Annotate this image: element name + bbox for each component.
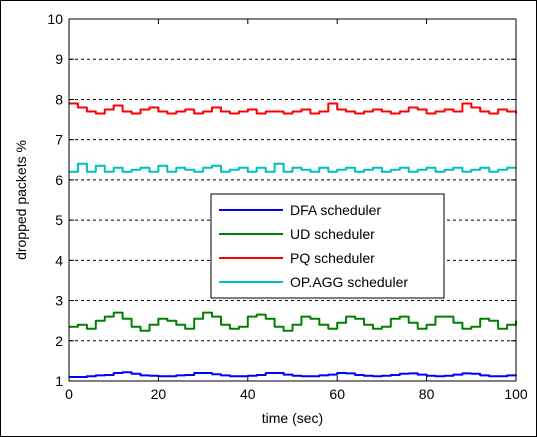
series-line-0 [69, 371, 517, 378]
y-tick-label: 2 [55, 333, 63, 349]
y-axis-label: dropped packets % [13, 140, 29, 260]
series-line-1 [69, 311, 517, 332]
y-tick-label: 7 [55, 132, 63, 148]
legend: DFA scheduler UD scheduler PQ scheduler OP.… [210, 193, 445, 299]
x-tick-label: 100 [504, 386, 528, 402]
y-tick-label: 4 [55, 252, 63, 268]
y-tick-label: 9 [55, 51, 63, 67]
legend-label: UD scheduler [290, 226, 375, 242]
y-tick-label: 6 [55, 172, 63, 188]
legend-label: DFA scheduler [290, 202, 381, 218]
y-tick-label: 3 [55, 293, 63, 309]
x-tick-label: 40 [240, 386, 256, 402]
plot-area-border [68, 18, 517, 382]
y-tick-label: 5 [55, 212, 63, 228]
series-lines [69, 102, 517, 378]
x-tick-label: 60 [329, 386, 345, 402]
x-axis-label: time (sec) [262, 410, 323, 426]
x-tick-label: 80 [419, 386, 435, 402]
y-tick-label: 1 [55, 373, 63, 389]
legend-label: PQ scheduler [290, 250, 375, 266]
y-tick-label: 10 [47, 11, 63, 27]
legend-label: OP.AGG scheduler [290, 274, 408, 290]
x-tick-label: 20 [151, 386, 167, 402]
series-line-3 [69, 162, 516, 173]
x-tick-label: 0 [65, 386, 73, 402]
legend-box [210, 193, 445, 299]
y-tick-label: 8 [55, 91, 63, 107]
grid-lines [69, 58, 516, 342]
series-line-2 [69, 102, 517, 115]
